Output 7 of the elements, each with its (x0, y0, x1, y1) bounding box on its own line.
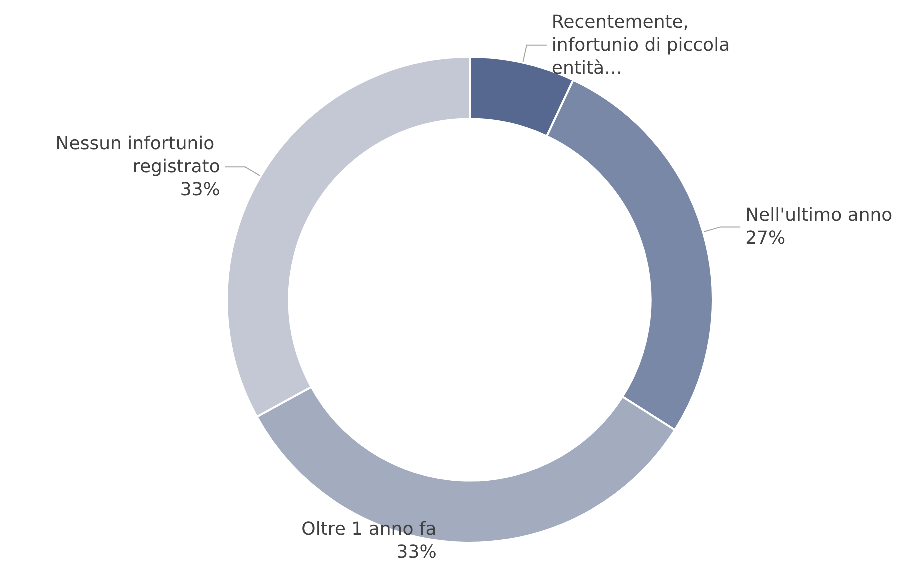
data-label: 27% (746, 228, 786, 250)
data-label: 33% (180, 180, 220, 201)
data-label: 33% (396, 542, 437, 563)
slice-label: Nell'ultimo anno (746, 205, 893, 226)
slice-label: Nessun infortunio registrato (56, 134, 220, 178)
slice-label: Oltre 1 anno fa (302, 519, 437, 540)
slice-label: Recentemente, infortunio di piccola entità… (552, 12, 736, 79)
